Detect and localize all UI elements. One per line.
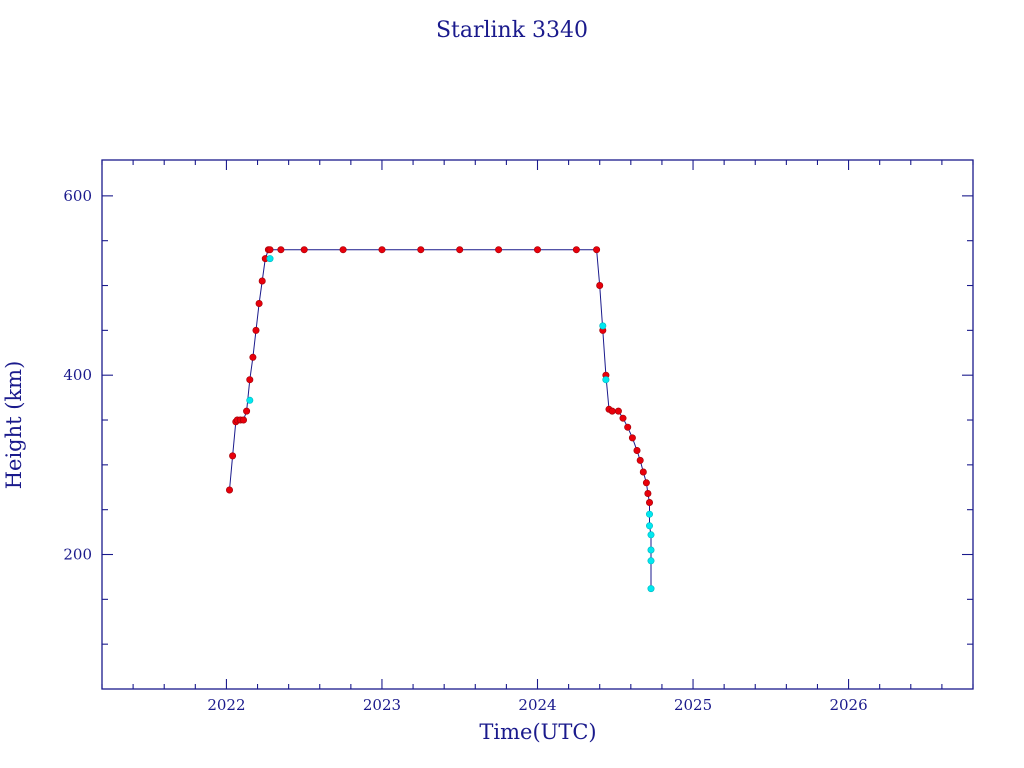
trajectory-path [229,249,652,589]
data-point [633,446,641,454]
x-axis-label: Time(UTC) [479,720,596,744]
data-point [226,486,234,494]
y-tick-label: 200 [63,546,92,564]
data-point [255,299,263,307]
plot-frame [101,159,974,690]
data-point [229,452,237,460]
data-point-alt [602,376,610,384]
y-tick-label: 600 [63,187,92,205]
y-tick-label: 400 [63,366,92,384]
data-point [417,246,425,254]
data-point [277,246,285,254]
data-point [243,407,251,415]
data-point [614,407,622,415]
data-point [628,434,636,442]
data-point [624,423,632,431]
data-point [240,416,248,424]
data-point [258,277,266,285]
data-point [495,246,503,254]
data-point [645,498,653,506]
data-point-alt [645,510,653,518]
data-point [593,246,601,254]
tick-labels: 2022 2023 2024 2025 2026 200 400 600 [63,187,867,714]
data-point [252,326,260,334]
data-point-alt [647,531,655,539]
data-point [266,246,274,254]
data-points [226,246,655,593]
data-point-alt [645,522,653,530]
x-tick-label: 2025 [674,696,712,714]
chart-title: Starlink 3340 [436,18,588,43]
x-tick-label: 2022 [207,696,245,714]
data-point-alt [266,255,274,263]
data-point [642,479,650,487]
data-point [300,246,308,254]
x-tick-label: 2023 [363,696,401,714]
data-point [339,246,347,254]
data-point [644,489,652,497]
data-point [246,376,254,384]
data-point-alt [599,322,607,330]
x-tick-label: 2024 [518,696,556,714]
data-point [608,407,616,415]
data-point [639,468,647,476]
data-point [619,414,627,422]
data-point [572,246,580,254]
data-point [249,353,257,361]
data-point [533,246,541,254]
trajectory-line [229,249,652,589]
data-point [378,246,386,254]
data-point [636,456,644,464]
data-point-alt [647,585,655,593]
axis-ticks [101,160,974,689]
data-point-alt [647,546,655,554]
plot-area: 2022 2023 2024 2025 2026 200 400 600 [63,159,974,714]
x-tick-label: 2026 [829,696,867,714]
data-point [456,246,464,254]
data-point-alt [246,396,254,404]
data-point-alt [647,557,655,565]
data-point [596,281,604,289]
y-axis-label: Height (km) [2,361,26,490]
